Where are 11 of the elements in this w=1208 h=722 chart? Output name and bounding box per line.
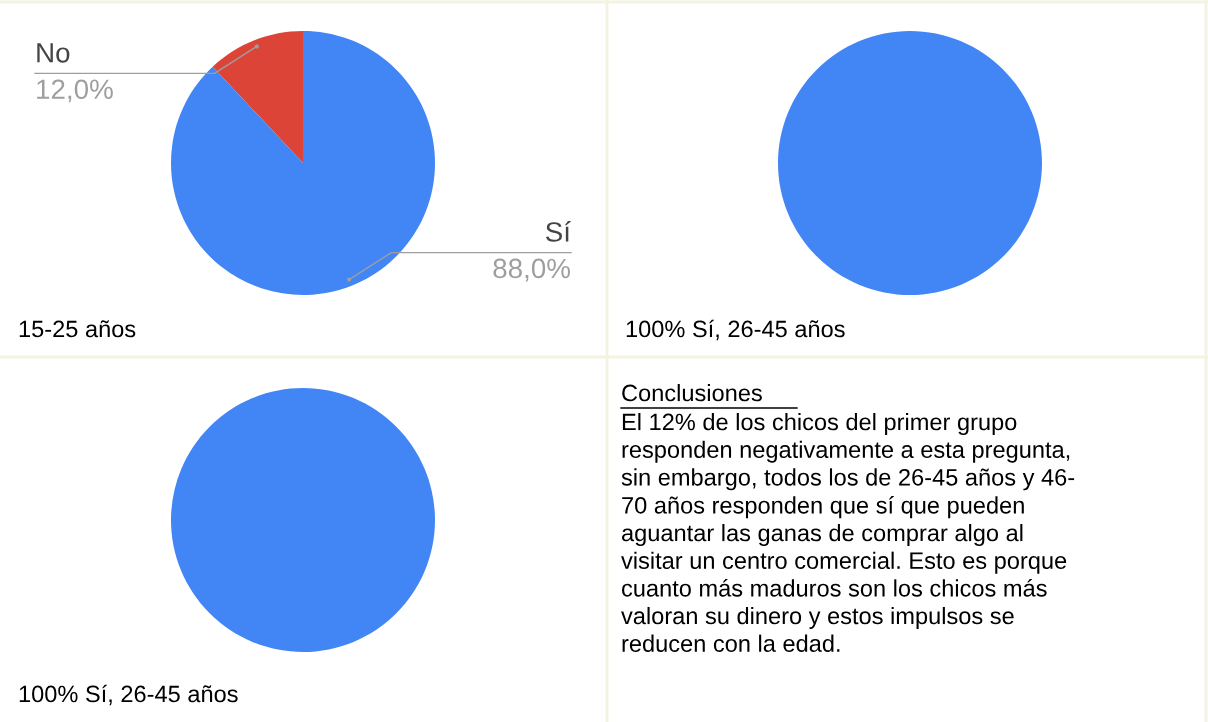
text: 100% Sí, 26-45 años: [19, 684, 238, 706]
data-label: 12,0%: [37, 79, 113, 103]
slice-label: No: [37, 43, 70, 63]
data-label: 88,0%: [493, 258, 570, 282]
text: Conclusiones: [622, 383, 762, 402]
text: El 12% de los chicos del primer grupo responden negativamente a esta pregunta, sin embargo, todos los de 26-45 años y 46- 70 años responden que sí que pueden aguantar las ganas de comprar algo al visitar un centro comercial. Esto es porque cuanto más maduros son los chicos más valoran su dinero y estos impulsos se reducen con la edad.: [621, 413, 1075, 652]
pie-slice: [212, 31, 303, 163]
slice-label: Sí: [545, 221, 571, 242]
pie-slice: [171, 31, 435, 295]
text: 100% Sí, 26-45 años: [626, 319, 845, 341]
text: 15-25 años: [19, 320, 136, 338]
